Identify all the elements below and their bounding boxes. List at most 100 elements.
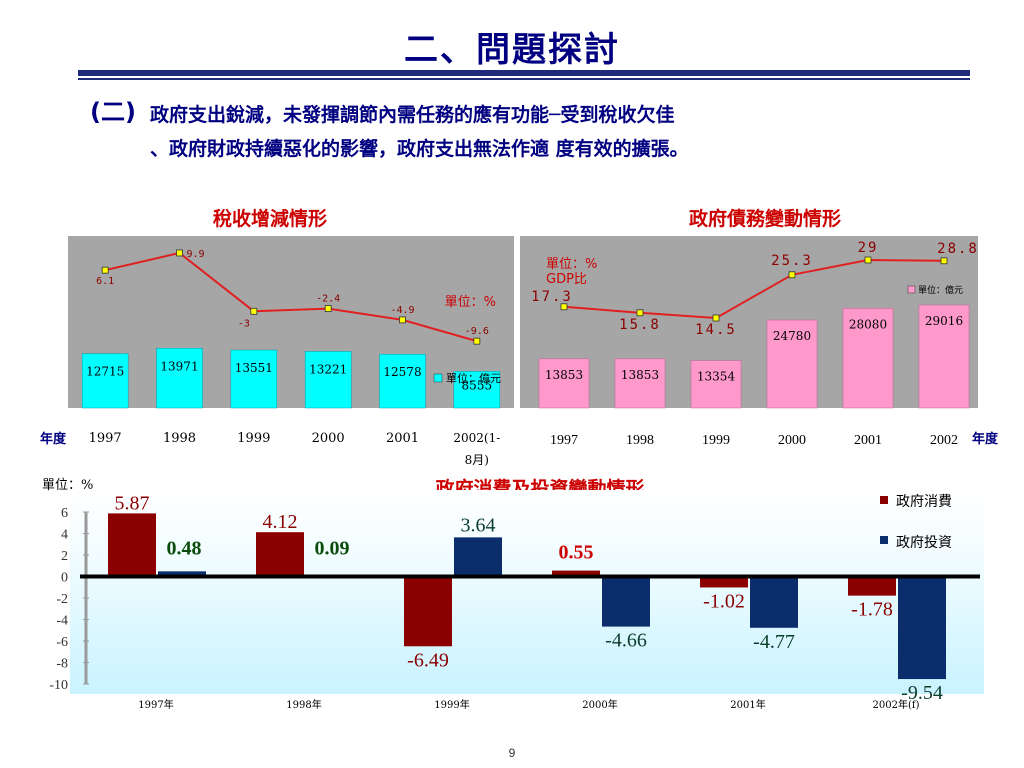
- chart2-ratio-point: [864, 256, 872, 264]
- chart1-x-tick: 1997: [89, 431, 122, 446]
- chart1-bar-label: 12715: [86, 365, 124, 379]
- chart2-title: 政府債務變動情形: [688, 208, 841, 230]
- slide-number: 9: [508, 746, 516, 760]
- heading-prefix: (二): [90, 98, 136, 126]
- chart1-rate-line: [104, 251, 478, 343]
- chart2-ratio-label: 29: [858, 240, 879, 256]
- chart3-y-tick: 0: [61, 571, 68, 586]
- chart2-ratio-point: [940, 257, 948, 265]
- chart2-bar: [614, 358, 666, 409]
- chart2-legend-swatch: [907, 285, 916, 294]
- chart3-investment-bar: [898, 576, 946, 680]
- chart3-x-tick: 1997年: [138, 698, 173, 711]
- government-debt-chart: 13853 13853 13354 24780 28080 29016 17.3 15.8 14…: [520, 236, 999, 448]
- chart2-x-tick: 2002: [930, 433, 958, 448]
- year-axis-label-left: 年度: [40, 431, 67, 447]
- chart1-bar: [453, 371, 501, 409]
- chart3-y-tick: 4: [61, 528, 68, 543]
- chart1-x-tick: 1999: [237, 431, 270, 446]
- chart3-legend-swatch-investment: [880, 536, 888, 544]
- chart1-bar: [304, 351, 352, 409]
- chart2-bar-label: 13354: [697, 370, 736, 384]
- chart3-x-tick: 1999年: [434, 698, 469, 711]
- chart3-consumption-bar: [700, 576, 748, 588]
- chart2-bar-label: 24780: [773, 329, 811, 343]
- chart2-ratio-point: [788, 271, 796, 279]
- chart3-investment-label: -4.77: [753, 631, 795, 653]
- chart1-legend-label: 單位：億元: [446, 371, 501, 385]
- chart2-x-tick: 1997: [550, 433, 578, 448]
- chart3-legend-consumption: 政府消費: [896, 494, 952, 510]
- chart3-y-tick: -10: [49, 678, 68, 693]
- chart3-consumption-label: 0.55: [559, 542, 594, 564]
- chart3-plot-area: [70, 490, 984, 694]
- chart3-x-tick: 1998年: [286, 698, 321, 711]
- chart1-bar: [156, 348, 203, 409]
- chart1-rate-point: [250, 307, 258, 315]
- chart1-bar-label: 8555: [462, 378, 493, 392]
- chart3-y-tick: -6: [56, 635, 68, 650]
- chart3-consumption-label: 5.87: [115, 492, 150, 514]
- chart1-bar-label: 13551: [235, 361, 273, 375]
- chart2-x-tick: 2001: [854, 433, 882, 448]
- chart2-bar: [918, 304, 970, 409]
- chart1-x-tick: 1998: [163, 431, 196, 446]
- chart3-y-tick: -8: [56, 657, 68, 672]
- chart1-x-tick: 2001: [386, 431, 419, 446]
- chart2-bar-label: 13853: [621, 368, 659, 382]
- consumption-investment-chart: 6 4 2 0 -2 -4 -6 -8 -10 5.87 0.48 1997年 4.12 0.09 1998…: [49, 490, 984, 711]
- chart3-y-tick: 6: [61, 506, 68, 521]
- chart2-ratio-label: 14.5: [695, 322, 737, 338]
- chart3-x-tick: 2000年: [582, 698, 617, 711]
- chart3-x-tick: 2001年: [730, 698, 765, 711]
- chart3-consumption-bar: [404, 576, 452, 647]
- chart3-investment-label: 0.09: [315, 538, 350, 560]
- chart1-bar-label: 13221: [309, 362, 347, 376]
- chart1-bar-label: 13971: [160, 359, 198, 373]
- chart3-investment-bar: [454, 537, 502, 577]
- chart1-rate-point: [399, 316, 406, 324]
- chart3-legend-swatch-consumption: [880, 496, 888, 504]
- chart2-ratio-line: [563, 258, 945, 320]
- chart2-x-tick: 1999: [702, 433, 730, 448]
- chart1-x-tick: 2000: [312, 431, 345, 446]
- chart1-unit-note: 單位：%: [445, 295, 496, 310]
- chart3-unit: 單位：%: [42, 478, 94, 493]
- chart2-plot-area: [520, 236, 978, 408]
- chart3-consumption-label: 4.12: [263, 511, 298, 533]
- chart1-title: 稅收增減情形: [212, 208, 327, 230]
- chart3-investment-label: -4.66: [605, 630, 647, 652]
- chart1-rate-point: [324, 305, 332, 312]
- chart2-ratio-point: [560, 303, 568, 311]
- chart1-bar: [379, 353, 426, 409]
- chart2-bar: [766, 319, 818, 409]
- chart2-ratio-label: 15.8: [619, 317, 661, 333]
- chart3-consumption-bar: [552, 570, 600, 577]
- heading-line-2: 、政府財政持續惡化的影響，政府支出無法作適 度有效的擴張。: [150, 138, 689, 160]
- chart3-y-tick: -2: [56, 592, 68, 607]
- chart1-rate-label: 9.9: [186, 249, 204, 260]
- chart3-consumption-label: -1.02: [703, 590, 745, 612]
- chart2-legend-label: 單位：億元: [918, 284, 963, 296]
- chart1-x-tick: 8月): [465, 453, 489, 467]
- chart2-bar: [538, 358, 590, 409]
- chart3-consumption-bar: [256, 532, 304, 577]
- chart1-rate-label: -2.4: [316, 294, 340, 305]
- chart1-rate-label: 6.1: [96, 276, 114, 287]
- chart3-investment-label: 0.48: [167, 538, 202, 560]
- chart3-y-tick: -4: [56, 614, 68, 629]
- chart2-ratio-point: [712, 314, 720, 322]
- chart2-ratio-label: 28.8: [937, 241, 979, 257]
- chart3-consumption-bar: [848, 576, 896, 596]
- heading-line-1: 政府支出銳減，未發揮調節內需任務的應有功能─受到稅收欠佳: [150, 104, 675, 126]
- chart3-y-tick: 2: [61, 549, 68, 564]
- chart2-ratio-label: 17.3: [531, 289, 573, 305]
- chart2-bar: [842, 308, 894, 409]
- chart1-legend-swatch: [433, 373, 443, 383]
- chart2-bar-label: 29016: [925, 314, 963, 328]
- chart2-bar-label: 28080: [849, 317, 887, 331]
- chart2-x-tick: 2000: [778, 433, 806, 448]
- chart3-investment-bar: [750, 576, 798, 628]
- chart2-bar-label: 13853: [545, 368, 583, 382]
- chart3-legend-investment: 政府投資: [896, 535, 952, 551]
